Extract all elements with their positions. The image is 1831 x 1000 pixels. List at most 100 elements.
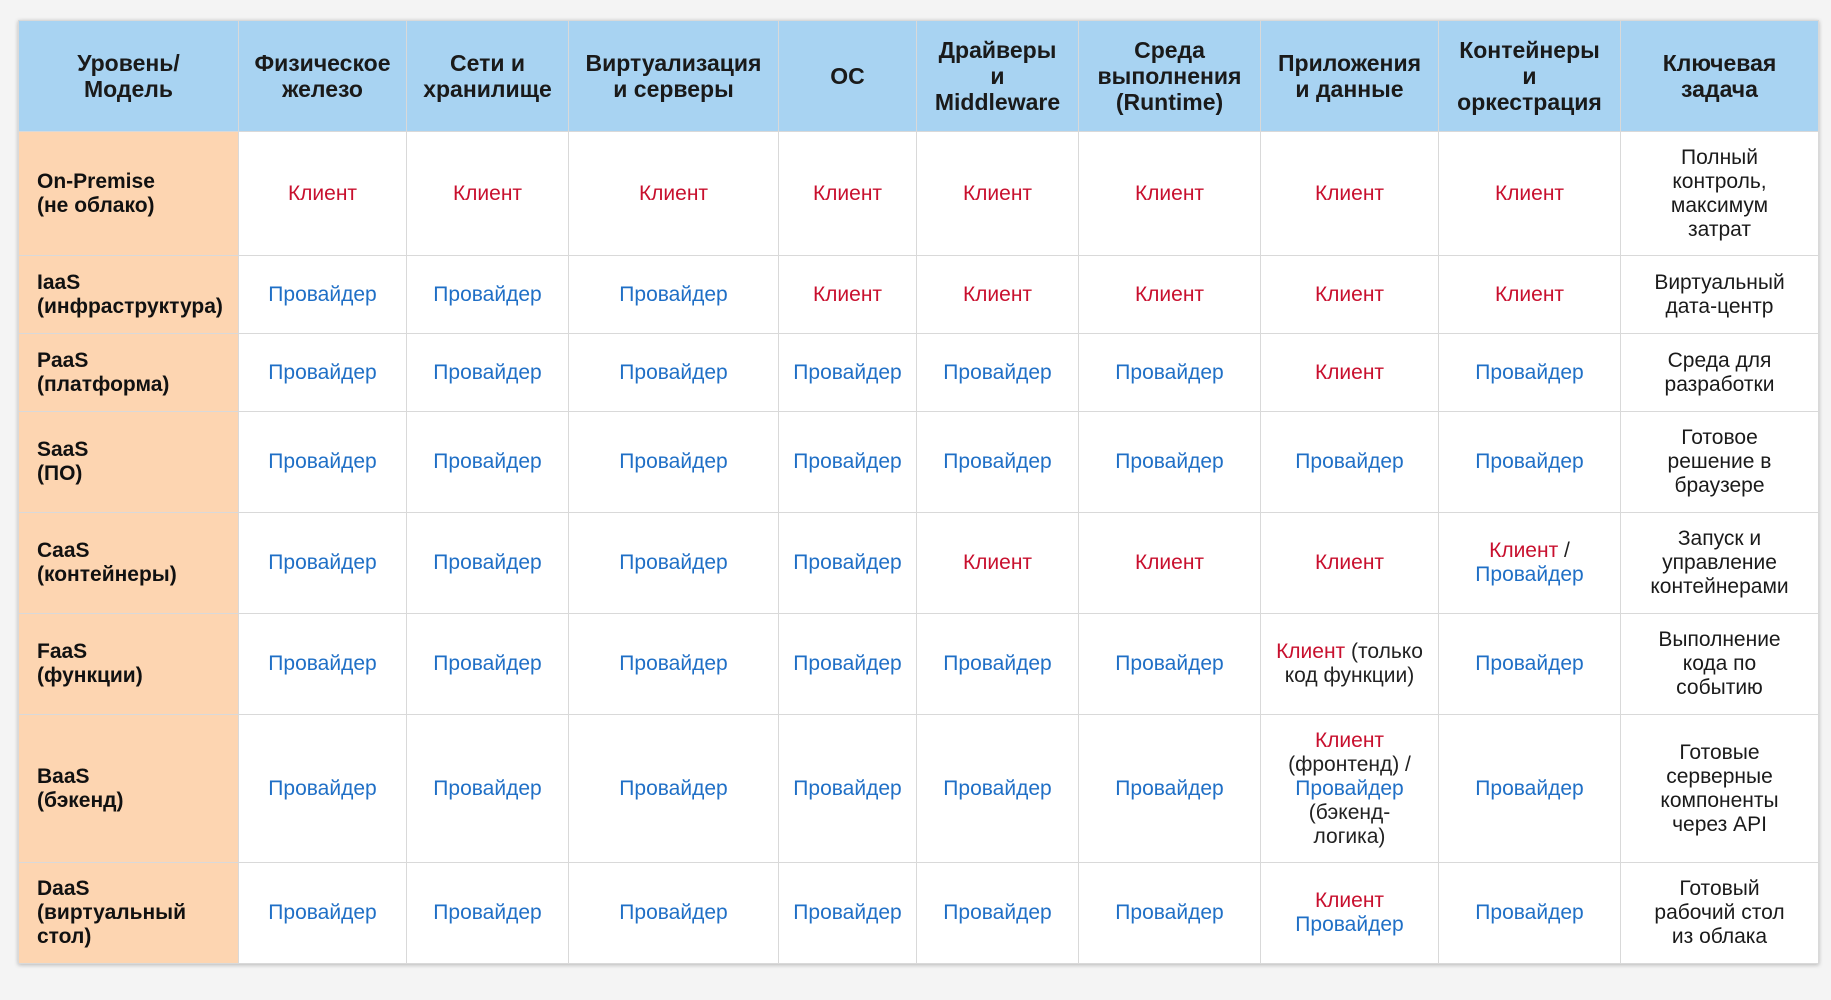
client-label: Клиент bbox=[1314, 728, 1385, 752]
column-header-line: Приложения bbox=[1277, 50, 1422, 76]
model-name-line: (платформа) bbox=[37, 372, 170, 396]
model-name-line: IaaS bbox=[37, 270, 81, 294]
column-header: Приложения и данные bbox=[1260, 20, 1439, 132]
provider-label: Провайдер bbox=[433, 551, 542, 574]
responsibility-cell: Провайдер bbox=[1438, 411, 1621, 513]
responsibility-cell: Клиент bbox=[406, 131, 569, 256]
column-header: Сети и хранилище bbox=[406, 20, 569, 132]
provider-label: Провайдер bbox=[943, 652, 1052, 675]
table-body: On-Premise (не облако) Клиент Клиент Клиент К… bbox=[18, 131, 1819, 964]
responsibility-cell: Провайдер bbox=[568, 714, 779, 863]
model-name-cell: DaaS (виртуальный стол) bbox=[18, 862, 239, 964]
provider-label: Провайдер bbox=[268, 901, 377, 924]
provider-label: Провайдер bbox=[1475, 776, 1584, 800]
responsibility-cell: Провайдер bbox=[778, 714, 917, 863]
provider-label: Провайдер bbox=[943, 901, 1052, 924]
responsibility-cell: Провайдер bbox=[778, 512, 917, 614]
responsibility-cell: Провайдер bbox=[916, 411, 1079, 513]
key-task-cell: Готовый рабочий стол из облака bbox=[1620, 862, 1819, 964]
responsibility-cell: Провайдер bbox=[238, 613, 407, 715]
responsibility-cell: Провайдер bbox=[778, 862, 917, 964]
column-header-line: Middleware bbox=[934, 89, 1061, 115]
responsibility-cell: Провайдер bbox=[238, 255, 407, 334]
client-label: Клиент bbox=[1314, 889, 1385, 912]
provider-label: Провайдер bbox=[793, 776, 902, 800]
key-task-line: Выполнение bbox=[1658, 628, 1781, 651]
responsibility-cell: Провайдер bbox=[406, 333, 569, 412]
responsibility-cell: Провайдер bbox=[916, 862, 1079, 964]
model-name-cell: PaaS (платформа) bbox=[18, 333, 239, 412]
model-name-line: CaaS bbox=[37, 539, 90, 562]
provider-label: Провайдер bbox=[619, 652, 728, 675]
model-name-line: On-Premise bbox=[37, 169, 155, 193]
responsibility-cell: Клиент bbox=[916, 131, 1079, 256]
key-task-line: Полный bbox=[1681, 145, 1758, 169]
responsibility-cell: Клиент bbox=[1438, 255, 1621, 334]
responsibility-cell: Клиент bbox=[238, 131, 407, 256]
key-task-line: Готовое bbox=[1681, 426, 1758, 449]
column-header-line: выполнения bbox=[1097, 63, 1242, 89]
client-label: Клиент bbox=[1314, 360, 1385, 384]
responsibility-cell: Клиент bbox=[1260, 255, 1439, 334]
responsibility-cell: Клиент bbox=[1078, 255, 1261, 334]
column-header-line: Модель bbox=[83, 76, 174, 102]
responsibility-cell: Провайдер bbox=[568, 411, 779, 513]
column-header: Виртуализация и серверы bbox=[568, 20, 779, 132]
cloud-models-responsibility-table: Уровень/Модель Физическое железо Сети и хран… bbox=[18, 20, 1819, 964]
key-task-line: Готовые bbox=[1679, 740, 1760, 764]
note-text: (фронтенд) / bbox=[1288, 752, 1411, 776]
provider-label: Провайдер bbox=[433, 360, 542, 384]
responsibility-cell: Клиент bbox=[778, 255, 917, 334]
provider-label: Провайдер bbox=[433, 450, 542, 473]
provider-label: Провайдер bbox=[793, 551, 902, 574]
provider-label: Провайдер bbox=[1475, 450, 1584, 473]
model-name-line: (контейнеры) bbox=[37, 563, 177, 586]
column-header: Уровень/Модель bbox=[18, 20, 239, 132]
column-header-line: Драйверы bbox=[938, 37, 1057, 63]
key-task-line: рабочий стол bbox=[1654, 901, 1785, 924]
provider-label: Провайдер bbox=[268, 282, 377, 306]
provider-label: Провайдер bbox=[268, 450, 377, 473]
provider-label: Провайдер bbox=[943, 450, 1052, 473]
provider-label: Провайдер bbox=[793, 450, 902, 473]
key-task-line: контейнерами bbox=[1650, 575, 1789, 598]
responsibility-cell: Провайдер bbox=[568, 255, 779, 334]
responsibility-cell: Провайдер bbox=[916, 613, 1079, 715]
provider-label: Провайдер bbox=[433, 282, 542, 306]
client-label: Клиент bbox=[812, 181, 883, 205]
key-task-line: Виртуальный bbox=[1654, 270, 1785, 294]
column-header-line: и bbox=[990, 63, 1005, 89]
responsibility-cell: Провайдер bbox=[1078, 333, 1261, 412]
responsibility-cell: Провайдер bbox=[406, 862, 569, 964]
note-text: код функции) bbox=[1284, 664, 1415, 687]
responsibility-cell: Провайдер bbox=[568, 862, 779, 964]
key-task-line: кода по bbox=[1682, 652, 1757, 675]
responsibility-cell: Провайдер bbox=[1078, 714, 1261, 863]
provider-label: Провайдер bbox=[268, 776, 377, 800]
responsibility-cell: Провайдер bbox=[406, 512, 569, 614]
model-name-line: (не облако) bbox=[37, 193, 155, 217]
table-row: CaaS (контейнеры) Провайдер Провайдер Провай… bbox=[18, 512, 1819, 614]
column-header-line: Среда bbox=[1134, 37, 1205, 63]
model-name-cell: IaaS (инфраструктура) bbox=[18, 255, 239, 334]
client-label: Клиент bbox=[1134, 282, 1205, 306]
responsibility-cell: Клиент bbox=[1438, 131, 1621, 256]
responsibility-cell: Клиент bbox=[568, 131, 779, 256]
key-task-cell: Готовые серверные компоненты через API bbox=[1620, 714, 1819, 863]
responsibility-cell: Клиент bbox=[1260, 131, 1439, 256]
responsibility-cell: Провайдер bbox=[1078, 862, 1261, 964]
key-task-cell: Виртуальный дата-центр bbox=[1620, 255, 1819, 334]
table-row: FaaS (функции) Провайдер Провайдер Провайдер… bbox=[18, 613, 1819, 715]
key-task-line: Готовый bbox=[1679, 877, 1760, 900]
client-label: Клиент bbox=[1494, 181, 1565, 205]
column-header-line: оркестрация bbox=[1457, 89, 1602, 115]
provider-label: Провайдер bbox=[619, 901, 728, 924]
column-header-line: (Runtime) bbox=[1115, 89, 1224, 115]
column-header: Физическое железо bbox=[238, 20, 407, 132]
client-label: Клиент bbox=[1314, 181, 1385, 205]
provider-label: Провайдер bbox=[1475, 652, 1584, 675]
client-label: Клиент bbox=[452, 181, 523, 205]
responsibility-cell: Провайдер bbox=[778, 411, 917, 513]
model-name-cell: BaaS (бэкенд) bbox=[18, 714, 239, 863]
note-text: логика) bbox=[1313, 824, 1386, 848]
